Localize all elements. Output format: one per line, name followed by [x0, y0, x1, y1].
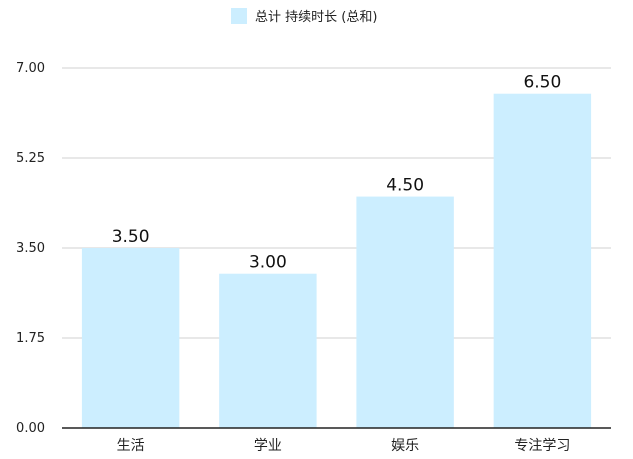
- bar: [81, 248, 180, 428]
- legend-swatch: [231, 8, 247, 24]
- bars: [81, 93, 592, 428]
- bar: [219, 273, 317, 428]
- data-labels: 3.50 3.00 4.50 6.50: [112, 73, 562, 273]
- data-label: 3.50: [112, 227, 150, 247]
- data-label: 3.00: [249, 253, 287, 273]
- legend: 总计 持续时长 (总和): [231, 8, 377, 25]
- x-category-label: 学业: [254, 438, 282, 454]
- y-tick-label: 7.00: [16, 61, 45, 76]
- x-category-label: 生活: [117, 438, 145, 454]
- data-label: 4.50: [386, 176, 424, 196]
- y-tick-label: 1.75: [16, 331, 45, 346]
- y-axis-tick-labels: 0.00 1.75 3.50 5.25 7.00: [16, 61, 45, 436]
- data-label: 6.50: [523, 73, 561, 93]
- y-tick-label: 5.25: [16, 151, 45, 166]
- x-axis-category-labels: 生活 学业 娱乐 专注学习: [117, 438, 571, 454]
- x-category-label: 专注学习: [514, 438, 570, 454]
- bar: [493, 93, 592, 428]
- x-category-label: 娱乐: [391, 438, 419, 454]
- y-tick-label: 0.00: [16, 421, 45, 436]
- bar: [356, 196, 454, 428]
- y-tick-label: 3.50: [16, 241, 45, 256]
- legend-label: 总计 持续时长 (总和): [255, 10, 377, 25]
